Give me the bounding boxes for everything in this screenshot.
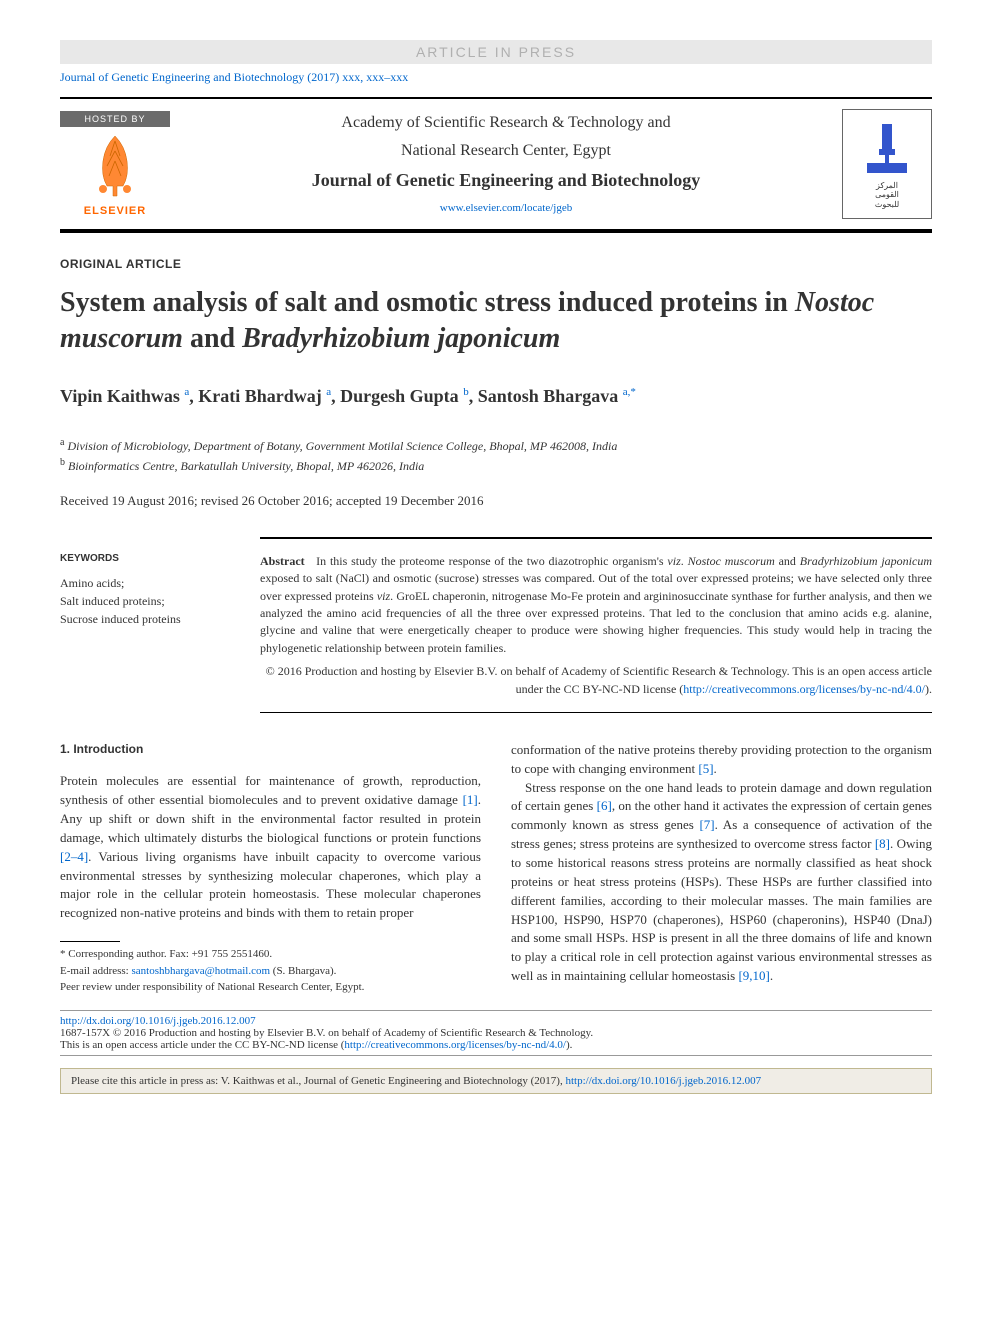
article-title: System analysis of salt and osmotic stre… (60, 285, 932, 358)
keyword-1: Amino acids; (60, 574, 230, 592)
intro-heading: 1. Introduction (60, 741, 481, 758)
intro-para-1: Protein molecules are essential for main… (60, 772, 481, 923)
ref-9-10[interactable]: [9,10] (738, 968, 769, 983)
article-dates: Received 19 August 2016; revised 26 Octo… (60, 493, 932, 509)
email-link[interactable]: santoshbhargava@hotmail.com (131, 965, 270, 977)
hosted-by-label: HOSTED BY (60, 111, 170, 127)
keywords-column: KEYWORDS Amino acids; Salt induced prote… (60, 553, 230, 698)
publisher-box: HOSTED BY ELSEVIER (60, 111, 170, 217)
email-name: (S. Bhargava). (270, 965, 336, 977)
license-close: ). (566, 1039, 572, 1051)
body-columns: 1. Introduction Protein molecules are es… (60, 741, 932, 996)
journal-url-link[interactable]: www.elsevier.com/locate/jgeb (440, 202, 572, 214)
affiliations: a Division of Microbiology, Department o… (60, 435, 932, 475)
authors-list: Vipin Kaithwas a, Krati Bhardwaj a, Durg… (60, 386, 932, 407)
ref-1[interactable]: [1] (463, 792, 478, 807)
abstract-column: Abstract In this study the proteome resp… (260, 553, 932, 698)
author-3: Durgesh Gupta (340, 386, 459, 406)
p3d: . Owing to some historical reasons stres… (511, 836, 932, 983)
author-1-affil[interactable]: a (184, 386, 189, 398)
abstract-dot1: . (681, 554, 688, 568)
cite-box: Please cite this article in press as: V.… (60, 1068, 932, 1094)
keywords-label: KEYWORDS (60, 553, 230, 564)
header-center: Academy of Scientific Research & Technol… (190, 114, 822, 215)
doi-link[interactable]: http://dx.doi.org/10.1016/j.jgeb.2016.12… (60, 1015, 256, 1027)
affil-a-sup: a (60, 437, 64, 448)
p1c: . Various living organisms have inbuilt … (60, 849, 481, 921)
author-4: Santosh Bhargava (478, 386, 619, 406)
elsevier-tree-icon (85, 131, 145, 201)
title-part-1: System analysis of salt and osmotic stre… (60, 287, 795, 318)
title-part-2: and (183, 323, 242, 354)
copyright-close: ). (925, 682, 932, 696)
abstract-rule-bottom (260, 712, 932, 713)
citation-header: Journal of Genetic Engineering and Biote… (60, 70, 932, 85)
p3e: . (770, 968, 773, 983)
author-1: Vipin Kaithwas (60, 386, 180, 406)
nrc-text-3: للبحوث (875, 200, 899, 210)
academy-line-2: National Research Center, Egypt (190, 142, 822, 160)
title-species-2: Bradyrhizobium japonicum (242, 323, 560, 354)
p2b: . (714, 761, 717, 776)
abstract-viz-1: viz (667, 554, 680, 568)
affil-b-sup: b (60, 457, 65, 468)
nrc-text-1: المركز (875, 181, 899, 191)
intro-para-2: conformation of the native proteins ther… (511, 741, 932, 779)
column-right: conformation of the native proteins ther… (511, 741, 932, 996)
doi-block: http://dx.doi.org/10.1016/j.jgeb.2016.12… (60, 1010, 932, 1056)
elsevier-text: ELSEVIER (60, 205, 170, 217)
email-label: E-mail address: (60, 965, 131, 977)
keyword-2: Salt induced proteins; (60, 592, 230, 610)
corresponding-author: * Corresponding author. Fax: +91 755 255… (60, 946, 481, 963)
p1a: Protein molecules are essential for main… (60, 773, 481, 807)
journal-header: HOSTED BY ELSEVIER Academy of Scientific… (60, 97, 932, 233)
p2a: conformation of the native proteins ther… (511, 742, 932, 776)
ref-2-4[interactable]: [2–4] (60, 849, 88, 864)
keywords-list: Amino acids; Salt induced proteins; Sucr… (60, 574, 230, 628)
ref-5[interactable]: [5] (698, 761, 713, 776)
article-in-press-banner: ARTICLE IN PRESS (60, 40, 932, 64)
footnote-rule (60, 941, 120, 942)
ref-8[interactable]: [8] (875, 836, 890, 851)
abstract-sp1: Nostoc muscorum (688, 554, 775, 568)
ref-7[interactable]: [7] (699, 817, 714, 832)
author-3-affil[interactable]: b (463, 386, 469, 398)
cite-doi-link[interactable]: http://dx.doi.org/10.1016/j.jgeb.2016.12… (565, 1075, 761, 1087)
column-left: 1. Introduction Protein molecules are es… (60, 741, 481, 996)
keyword-3: Sucrose induced proteins (60, 610, 230, 628)
issn-line: 1687-157X © 2016 Production and hosting … (60, 1027, 932, 1039)
abstract-t1: In this study the proteome response of t… (316, 554, 667, 568)
peer-review-note: Peer review under responsibility of Nati… (60, 979, 481, 996)
nrc-text-2: القومى (875, 190, 899, 200)
license-link-bottom[interactable]: http://creativecommons.org/licenses/by-n… (344, 1039, 566, 1051)
license-link[interactable]: http://creativecommons.org/licenses/by-n… (683, 682, 925, 696)
nrc-logo-icon (862, 119, 912, 179)
abstract-label: Abstract (260, 554, 305, 568)
article-type: ORIGINAL ARTICLE (60, 257, 932, 271)
elsevier-logo (60, 131, 170, 205)
intro-para-3: Stress response on the one hand leads to… (511, 779, 932, 986)
author-4-affil[interactable]: a,* (623, 386, 636, 398)
author-2: Krati Bhardwaj (198, 386, 322, 406)
abstract-block: KEYWORDS Amino acids; Salt induced prote… (60, 539, 932, 712)
affil-b-text: Bioinformatics Centre, Barkatullah Unive… (68, 459, 424, 473)
abstract-viz-2: viz (377, 589, 390, 603)
cite-text: Please cite this article in press as: V.… (71, 1075, 565, 1087)
ref-6[interactable]: [6] (597, 798, 612, 813)
footnotes: * Corresponding author. Fax: +91 755 255… (60, 946, 481, 996)
abstract-mid1: and (775, 554, 800, 568)
academy-line-1: Academy of Scientific Research & Technol… (190, 114, 822, 132)
abstract-sp2: Bradyrhizobium japonicum (800, 554, 932, 568)
copyright-line: © 2016 Production and hosting by Elsevie… (260, 663, 932, 698)
affil-a-text: Division of Microbiology, Department of … (67, 439, 617, 453)
nrc-logo: المركز القومى للبحوث (842, 109, 932, 219)
journal-name: Journal of Genetic Engineering and Biote… (190, 170, 822, 191)
license-pre: This is an open access article under the… (60, 1039, 344, 1051)
author-2-affil[interactable]: a (326, 386, 331, 398)
